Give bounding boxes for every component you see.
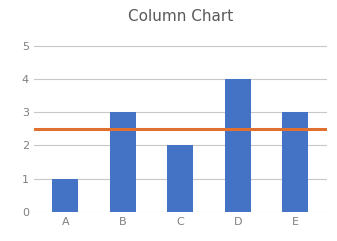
Bar xyxy=(282,112,308,212)
Title: Column Chart: Column Chart xyxy=(128,9,233,24)
Bar xyxy=(225,79,251,212)
Bar xyxy=(167,146,193,212)
Bar xyxy=(52,179,78,212)
Bar xyxy=(110,112,136,212)
